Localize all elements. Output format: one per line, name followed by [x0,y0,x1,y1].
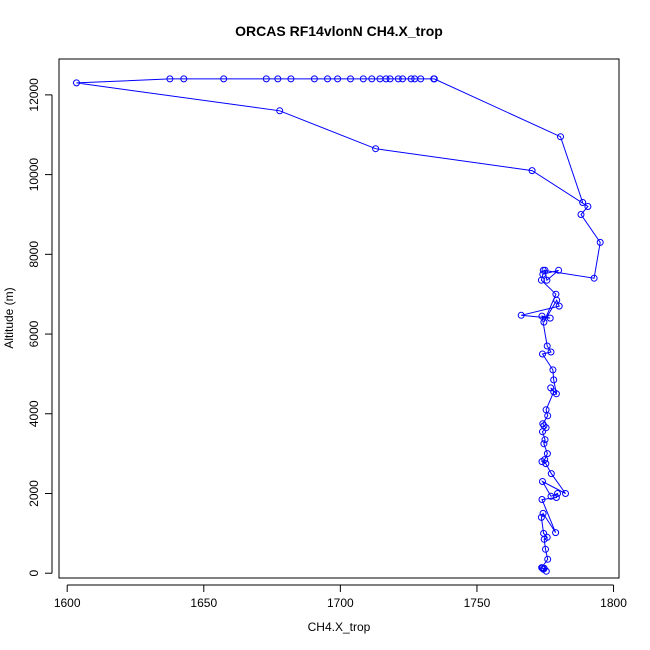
data-point [324,75,331,83]
x-tick-label: 1650 [190,596,217,610]
data-point [554,490,561,497]
data-point [407,75,415,83]
data-point [541,456,549,464]
data-point [394,75,402,83]
data-point [73,79,80,87]
data-point [584,203,592,210]
data-point [542,545,549,553]
x-tick-label: 1600 [54,596,81,610]
data-point [539,565,547,573]
data-point [555,266,563,274]
y-tick-label: 2000 [27,480,41,507]
data-point [590,274,598,282]
data-point [262,75,270,83]
data-point [220,75,228,83]
data-point [562,490,569,497]
data-point [334,75,342,83]
data-point [543,450,551,458]
data-point [382,75,390,83]
data-point [547,348,555,356]
data-point [538,564,546,572]
data-point [372,145,380,153]
data-point [546,314,554,322]
x-axis: 1600 1650 1700 1750 1800 [54,584,627,610]
data-point [544,555,552,563]
data-point [399,75,407,83]
series-group [73,75,604,575]
data-point [166,75,174,83]
data-point [547,384,555,392]
x-tick-label: 1800 [600,596,627,610]
data-point [359,75,367,83]
y-tick-label: 6000 [27,320,41,347]
data-point [552,529,560,537]
data-point [596,238,604,246]
data-point [537,513,545,521]
data-point [539,270,547,278]
data-point [310,75,318,83]
data-point [539,509,547,517]
y-tick-label: 8000 [27,241,41,268]
plot-frame [58,58,620,579]
data-point [547,470,555,478]
data-point [368,75,376,83]
data-point [538,496,546,503]
data-point [539,266,547,274]
data-point [347,75,354,83]
data-point [540,529,548,537]
data-point [538,312,546,320]
y-tick-label: 0 [27,570,41,577]
data-point [287,75,295,83]
data-point [543,342,551,350]
data-point [430,75,438,83]
data-point [550,376,558,384]
y-tick-label: 10000 [27,158,41,192]
series-line [76,78,601,572]
x-axis-label: CH4.X_trop [308,620,371,634]
data-point [542,460,550,468]
y-tick-label: 4000 [27,400,41,427]
data-point [539,350,546,358]
data-point [557,133,564,141]
data-point [543,533,551,541]
data-point [539,478,546,485]
data-point [180,75,188,83]
data-point [541,436,549,444]
data-point [386,75,394,83]
data-point [540,318,548,326]
data-point [276,107,284,115]
chart-title: ORCAS RF14vlonN CH4.X_trop [235,23,443,39]
y-tick-label: 12000 [27,78,41,112]
data-point [274,75,282,83]
data-point [547,492,555,500]
data-point [552,390,560,398]
data-point [540,440,548,448]
data-point [549,366,557,374]
data-point [517,311,525,319]
data-point [543,276,551,284]
data-point [579,199,587,206]
data-point [417,75,425,83]
x-tick-label: 1750 [464,596,491,610]
data-point [552,290,560,298]
data-point [555,302,563,310]
x-tick-label: 1700 [327,596,354,610]
data-point [542,406,550,414]
data-point [577,211,585,218]
data-point [528,167,536,175]
y-axis: 0 2000 4000 6000 8000 10000 12000 [27,78,53,577]
data-point [539,420,547,428]
y-axis-label: Altitude (m) [2,287,16,348]
